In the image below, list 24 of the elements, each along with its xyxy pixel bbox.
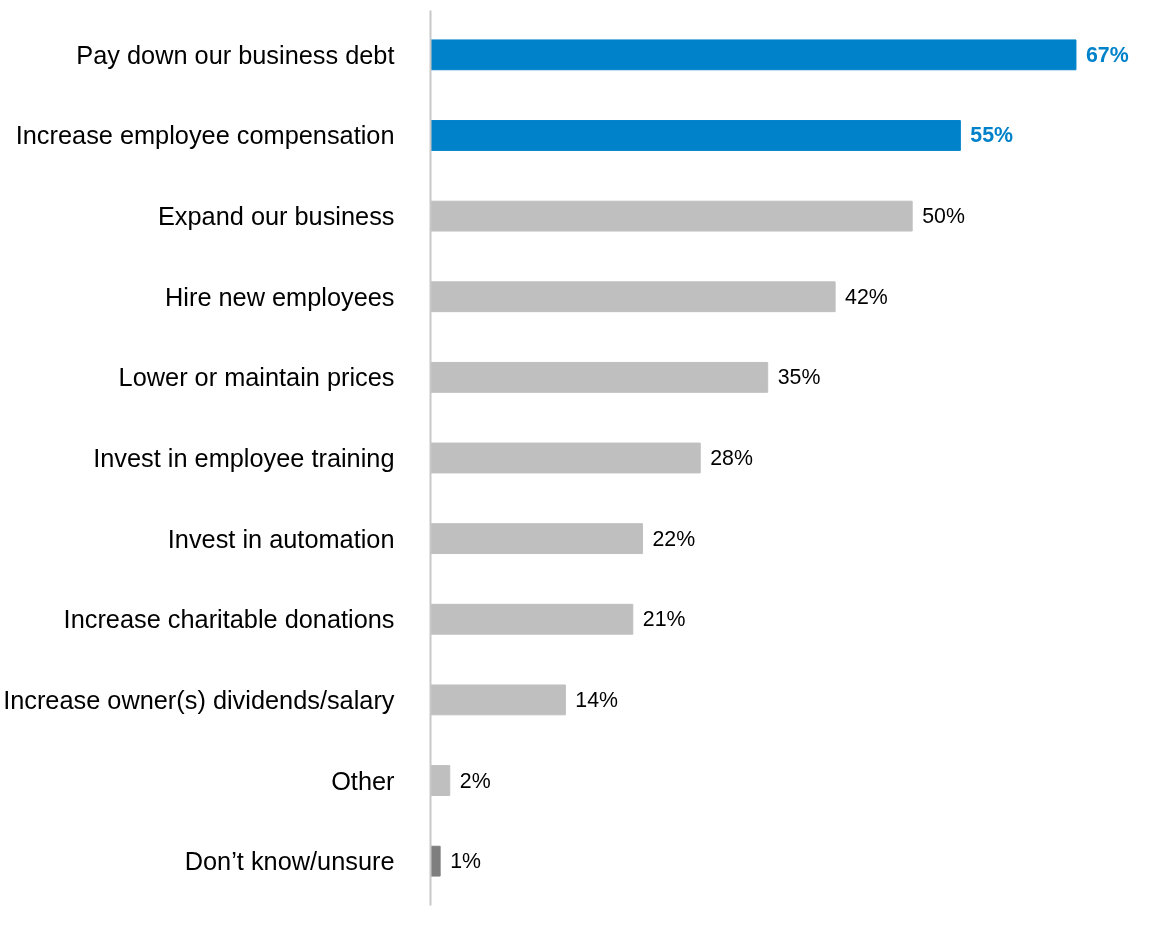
- bar: [430, 39, 1077, 71]
- data-label: 21%: [642, 607, 686, 632]
- y-tick-label: Don’t know/unsure: [184, 847, 395, 876]
- y-tick-label: Invest in automation: [167, 524, 395, 553]
- y-tick-label: Increase owner(s) dividends/salary: [3, 685, 395, 714]
- y-tick-label: Pay down our business debt: [76, 40, 395, 69]
- data-label: 22%: [652, 526, 696, 551]
- data-label: 35%: [777, 365, 821, 390]
- data-label: 2%: [459, 768, 491, 793]
- y-tick-label: Hire new employees: [165, 282, 395, 311]
- y-tick-label: Increase charitable donations: [63, 605, 395, 634]
- data-label: 67%: [1085, 42, 1129, 67]
- data-label: 14%: [575, 687, 619, 712]
- y-tick-label: Other: [331, 766, 396, 795]
- y-tick-label: Expand our business: [157, 202, 395, 231]
- y-tick-label: Lower or maintain prices: [118, 363, 395, 392]
- bar: [430, 120, 961, 151]
- data-label: 42%: [845, 284, 888, 309]
- data-label: 50%: [922, 204, 965, 229]
- y-tick-label: Increase employee compensation: [15, 121, 395, 150]
- data-label: 55%: [970, 123, 1014, 148]
- y-tick-label: Invest in employee training: [93, 444, 395, 472]
- data-label: 1%: [450, 849, 481, 874]
- data-label: 28%: [710, 446, 753, 470]
